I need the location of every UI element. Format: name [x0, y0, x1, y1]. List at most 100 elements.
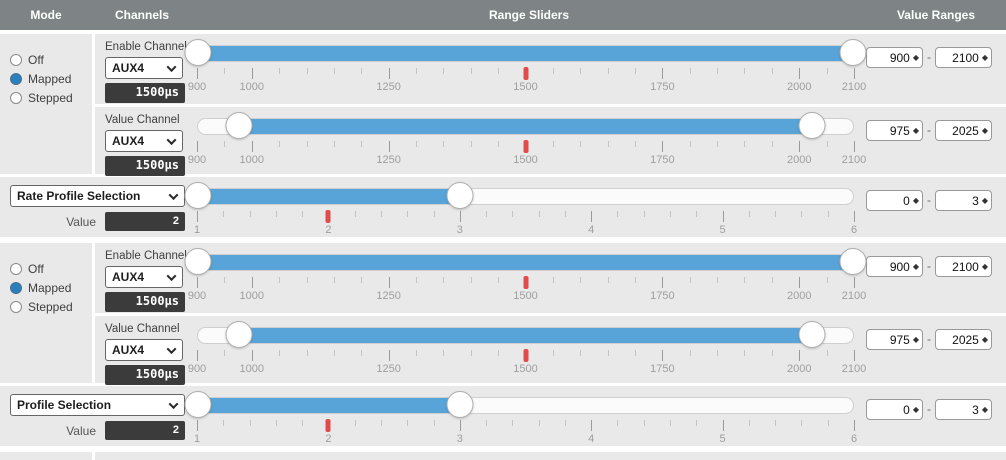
slider-handle[interactable] [446, 182, 474, 209]
function-select[interactable]: Profile Selection [10, 394, 185, 416]
range-min-input[interactable]: 975 ◆ [866, 120, 923, 141]
minor-tick [744, 68, 746, 74]
range-min-input[interactable]: 0 ◆ [866, 190, 923, 211]
minor-tick [670, 211, 672, 217]
minor-tick [617, 211, 619, 217]
major-tick [799, 68, 801, 79]
minor-tick [512, 211, 514, 217]
enable-channel-select[interactable]: AUX4 [105, 266, 183, 288]
spinner-icon[interactable]: ◆ [912, 195, 919, 205]
mode-radio-stepped[interactable]: Stepped [0, 91, 92, 105]
current-value-marker [523, 276, 528, 289]
tick-label: 6 [850, 433, 858, 445]
minor-tick [279, 277, 281, 283]
mode-radio-mapped[interactable]: Mapped [0, 72, 92, 86]
mode-radio-mapped[interactable]: Mapped [0, 281, 92, 295]
value-range-slider[interactable]: 900 1000 1250 1500 1750 2000 2100 [188, 316, 866, 383]
range-max-input[interactable]: 2100 ◆ [935, 256, 992, 277]
range-separator: - [927, 50, 931, 64]
spinner-icon[interactable]: ◆ [981, 261, 988, 271]
minor-tick [643, 420, 645, 426]
mode-radio-off[interactable]: Off [0, 53, 92, 67]
slider-ticks: 900 1000 1250 1500 1750 2000 2100 [188, 349, 866, 376]
function-range-slider[interactable]: 1 2 3 4 5 6 [184, 386, 866, 446]
minor-tick [564, 211, 566, 217]
slider-handle[interactable] [798, 112, 826, 139]
spinner-icon[interactable]: ◆ [981, 404, 988, 414]
slider-track[interactable] [184, 182, 854, 209]
minor-tick [470, 68, 472, 74]
minor-tick [771, 68, 773, 74]
minor-tick [498, 68, 500, 74]
value-range-slider[interactable]: 900 1000 1250 1500 1750 2000 2100 [188, 107, 866, 174]
major-tick [388, 350, 390, 361]
tick-label: 1250 [376, 290, 401, 302]
spinner-icon[interactable]: ◆ [912, 334, 919, 344]
slider-handle[interactable] [446, 391, 474, 418]
slider-ticks: 1 2 3 4 5 6 [194, 419, 858, 446]
value-channel-select[interactable]: AUX4 [105, 339, 183, 361]
range-min-input[interactable]: 0 ◆ [866, 399, 923, 420]
slider-track[interactable] [197, 112, 854, 139]
range-min-input[interactable]: 900 ◆ [866, 47, 923, 68]
minor-tick [498, 277, 500, 283]
spinner-icon[interactable]: ◆ [912, 52, 919, 62]
range-max-input[interactable]: 2025 ◆ [935, 329, 992, 350]
value-channel-select[interactable]: AUX4 [105, 130, 183, 152]
minor-tick [635, 277, 636, 283]
slider-handle[interactable] [184, 39, 212, 66]
major-tick [197, 277, 198, 288]
slider-track[interactable] [184, 39, 867, 66]
spinner-icon[interactable]: ◆ [981, 52, 988, 62]
slider-handle[interactable] [184, 391, 212, 418]
slider-track[interactable] [184, 248, 867, 275]
minor-tick [354, 211, 356, 217]
minor-tick [552, 277, 554, 283]
row-cell [95, 452, 1006, 460]
spinner-icon[interactable]: ◆ [912, 125, 919, 135]
enable-channel-select[interactable]: AUX4 [105, 57, 183, 79]
radio-icon [10, 54, 22, 66]
enable-range-slider[interactable]: 900 1000 1250 1500 1750 2000 2100 [184, 243, 867, 313]
tick-label: 4 [588, 224, 595, 236]
function-select[interactable]: Rate Profile Selection [10, 185, 185, 207]
value-range-cell: 975 ◆ - 2025 ◆ [866, 107, 1006, 174]
mode-radio-stepped[interactable]: Stepped [0, 300, 92, 314]
spinner-icon[interactable]: ◆ [912, 404, 919, 414]
range-max-input[interactable]: 3 ◆ [935, 399, 992, 420]
range-max-input[interactable]: 3 ◆ [935, 190, 992, 211]
range-separator: - [927, 193, 931, 207]
spinner-icon[interactable]: ◆ [981, 334, 988, 344]
slider-handle[interactable] [839, 248, 867, 275]
minor-tick [670, 420, 672, 426]
function-range-slider[interactable]: 1 2 3 4 5 6 [184, 177, 866, 237]
slider-handle[interactable] [798, 321, 826, 348]
range-min-input[interactable]: 975 ◆ [866, 329, 923, 350]
mode-radio-off[interactable]: Off [0, 262, 92, 276]
spinner-icon[interactable]: ◆ [981, 125, 988, 135]
tick-label: 2000 [787, 154, 812, 166]
chevron-down-icon [166, 343, 177, 354]
slider-track[interactable] [184, 391, 854, 418]
slider-handle[interactable] [184, 248, 212, 275]
major-tick [799, 141, 801, 152]
minor-tick [635, 68, 636, 74]
minor-tick [470, 141, 472, 147]
enable-range-slider[interactable]: 900 1000 1250 1500 1750 2000 2100 [184, 34, 867, 104]
spinner-icon[interactable]: ◆ [912, 261, 919, 271]
minor-tick [302, 420, 304, 426]
enable-channel-row: Enable Channel AUX4 1500µs 900 1000 1250 15… [95, 34, 1006, 104]
slider-handle[interactable] [184, 182, 212, 209]
channel-current-value: 1500µs [105, 365, 185, 385]
tick-label: 3 [456, 224, 463, 236]
slider-handle[interactable] [839, 39, 867, 66]
range-max-input[interactable]: 2025 ◆ [935, 120, 992, 141]
slider-handle[interactable] [225, 321, 253, 348]
range-max-input[interactable]: 2100 ◆ [935, 47, 992, 68]
spinner-icon[interactable]: ◆ [981, 195, 988, 205]
slider-handle[interactable] [225, 112, 253, 139]
range-min-input[interactable]: 900 ◆ [866, 256, 923, 277]
mode-radio-label: Off [28, 53, 44, 67]
minor-tick [717, 68, 719, 74]
slider-track[interactable] [197, 321, 854, 348]
